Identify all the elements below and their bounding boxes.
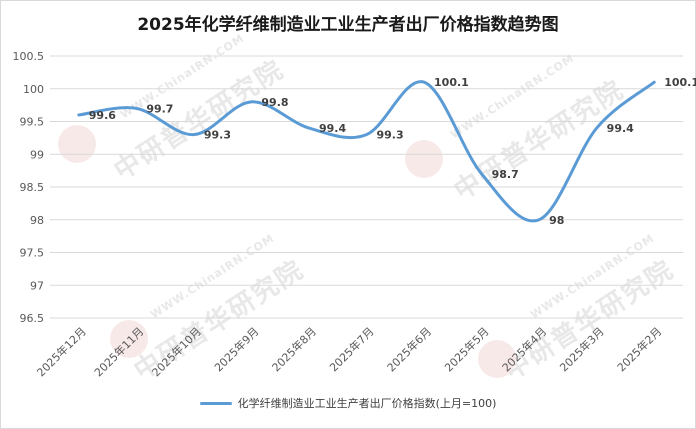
data-point [422,80,426,84]
data-point [480,172,484,176]
y-tick-label: 98 [30,214,44,227]
data-label: 99.7 [146,102,173,115]
data-label: 99.3 [204,129,231,142]
watermark-logo [58,125,96,163]
chart-title: 2025年化学纤维制造业工业生产者出厂价格指数趋势图 [137,15,559,35]
x-tick-label: 2025年8月 [269,324,319,374]
data-point [365,133,369,137]
x-tick-label: 2025年4月 [499,324,549,374]
y-tick-label: 99.5 [20,116,45,129]
chart-legend: 化学纤维制造业工业生产者出厂价格指数(上月=100) [0,394,696,412]
legend-label: 化学纤维制造业工业生产者出厂价格指数(上月=100) [237,397,497,410]
data-point [77,113,81,117]
y-tick-label: 100.5 [13,50,45,63]
data-point [652,80,656,84]
x-tick-label: 2025年11月 [91,324,146,379]
x-tick-label: 2025年5月 [442,324,492,374]
watermark-logo [478,340,516,378]
data-label: 100.1 [664,76,696,89]
y-tick-label: 100 [23,83,44,96]
x-tick-label: 2025年6月 [384,324,434,374]
data-point [595,126,599,130]
legend-swatch [199,401,232,405]
data-point [307,126,311,130]
y-tick-label: 96.5 [20,312,45,325]
data-point [134,106,138,110]
x-tick-label: 2025年7月 [326,324,376,374]
x-tick-label: 2025年12月 [34,324,89,379]
watermark-logo [110,320,148,358]
y-tick-label: 98.5 [20,181,45,194]
x-tick-label: 2025年3月 [557,324,607,374]
x-tick-label: 2025年10月 [149,324,204,379]
data-point [249,100,253,104]
y-tick-label: 99 [30,148,44,161]
data-point [192,133,196,137]
series-line [77,80,656,223]
data-label: 99.8 [261,96,288,109]
data-label: 99.4 [607,122,634,135]
data-label: 99.4 [319,122,346,135]
x-tick-label: 2025年2月 [614,324,664,374]
data-label: 98 [549,214,564,227]
data-point [537,218,541,222]
y-tick-label: 97.5 [20,247,45,260]
data-label: 100.1 [434,76,469,89]
x-tick-label: 2025年9月 [211,324,261,374]
data-label: 99.3 [377,129,404,142]
data-label: 98.7 [492,168,519,181]
data-label: 99.6 [89,109,116,122]
watermark-logo [405,140,443,178]
y-tick-label: 97 [30,279,44,292]
